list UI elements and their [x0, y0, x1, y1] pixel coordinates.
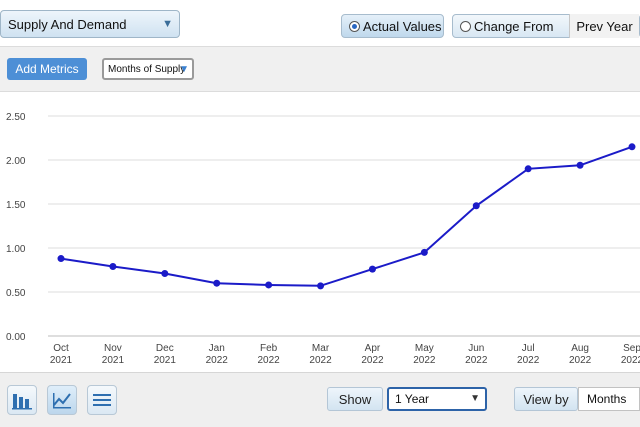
report-dropdown-label: Supply And Demand [8, 16, 127, 32]
x-tick-year: 2022 [361, 355, 384, 366]
chevron-down-icon: ▼ [470, 393, 480, 404]
bottom-bar: Show 1 Year ▼ View by Months [0, 372, 640, 427]
x-tick-month: Jun [468, 343, 484, 354]
x-tick-month: Jan [209, 343, 225, 354]
prev-year-label: Prev Year [576, 18, 633, 34]
x-tick-month: May [415, 343, 434, 354]
x-tick-month: Oct [53, 343, 69, 354]
y-axis-labels: 0.00 0.50 1.00 1.50 2.00 2.50 [6, 112, 26, 343]
y-tick-label: 1.50 [6, 200, 26, 211]
actual-values-option[interactable]: Actual Values [341, 14, 444, 38]
x-tick-year: 2021 [50, 355, 73, 366]
x-tick-year: 2021 [154, 355, 177, 366]
x-tick-year: 2022 [258, 355, 281, 366]
metrics-toolbar: Add Metrics Months of Supply ▼ [0, 46, 640, 92]
metric-select[interactable]: Months of Supply ▼ [102, 58, 194, 80]
y-tick-label: 0.00 [6, 332, 26, 343]
y-tick-label: 2.50 [6, 112, 26, 123]
actual-values-label: Actual Values [363, 18, 442, 34]
line-chart: 0.000.501.001.502.002.50 Oct2021Nov2021D… [6, 112, 640, 366]
data-point[interactable] [317, 282, 325, 290]
x-tick-year: 2022 [309, 355, 332, 366]
x-tick-month: Sep [623, 343, 640, 354]
add-metrics-button[interactable]: Add Metrics [7, 58, 87, 80]
table-view-icon[interactable] [87, 385, 117, 415]
data-point[interactable] [109, 262, 117, 270]
data-point[interactable] [420, 248, 428, 256]
x-tick-month: Jul [522, 343, 535, 354]
view-by-select[interactable]: Months [578, 387, 640, 411]
series-points [57, 143, 636, 290]
x-tick-month: Apr [365, 343, 381, 354]
x-tick-year: 2022 [465, 355, 488, 366]
report-dropdown[interactable]: Supply And Demand ▼ [0, 10, 180, 38]
y-tick-label: 1.00 [6, 244, 26, 255]
bar-chart-icon[interactable] [7, 385, 37, 415]
x-tick-year: 2022 [206, 355, 229, 366]
x-tick-year: 2022 [413, 355, 436, 366]
x-tick-month: Dec [156, 343, 174, 354]
radio-selected-icon [349, 20, 360, 32]
data-point[interactable] [472, 202, 480, 210]
range-select-label: 1 Year [395, 392, 430, 406]
data-point[interactable] [628, 143, 636, 151]
data-point[interactable] [576, 161, 584, 169]
view-by-label: View by [514, 387, 578, 411]
data-point[interactable] [161, 270, 169, 278]
x-tick-year: 2022 [569, 355, 592, 366]
chart-grid [48, 115, 640, 337]
data-point[interactable] [524, 165, 532, 173]
x-tick-year: 2021 [102, 355, 125, 366]
x-tick-year: 2022 [517, 355, 540, 366]
x-tick-year: 2022 [621, 355, 640, 366]
chevron-down-icon: ▼ [162, 18, 173, 30]
x-tick-month: Nov [104, 343, 122, 354]
data-point[interactable] [213, 279, 221, 287]
radio-unselected-icon [460, 20, 471, 32]
data-point[interactable] [368, 265, 376, 273]
change-from-label: Change From [474, 18, 554, 34]
y-tick-label: 2.00 [6, 156, 26, 167]
x-tick-month: Aug [571, 343, 589, 354]
chevron-down-icon: ▼ [179, 64, 189, 75]
data-point[interactable] [57, 255, 65, 263]
x-tick-month: Mar [312, 343, 330, 354]
metric-select-label: Months of Supply [108, 63, 186, 75]
y-tick-label: 0.50 [6, 288, 26, 299]
line-chart-icon[interactable] [47, 385, 77, 415]
data-point[interactable] [265, 281, 273, 289]
prev-year-select[interactable]: Prev Year [569, 14, 639, 38]
top-bar: Supply And Demand ▼ Actual Values Change… [0, 0, 640, 46]
x-tick-month: Feb [260, 343, 278, 354]
view-by-select-label: Months [587, 392, 627, 406]
show-label: Show [327, 387, 383, 411]
range-select[interactable]: 1 Year ▼ [387, 387, 487, 411]
change-from-option[interactable]: Change From Prev Year [452, 14, 640, 38]
x-axis-labels: Oct2021Nov2021Dec2021Jan2022Feb2022Mar20… [50, 343, 640, 366]
series-line [60, 145, 633, 287]
